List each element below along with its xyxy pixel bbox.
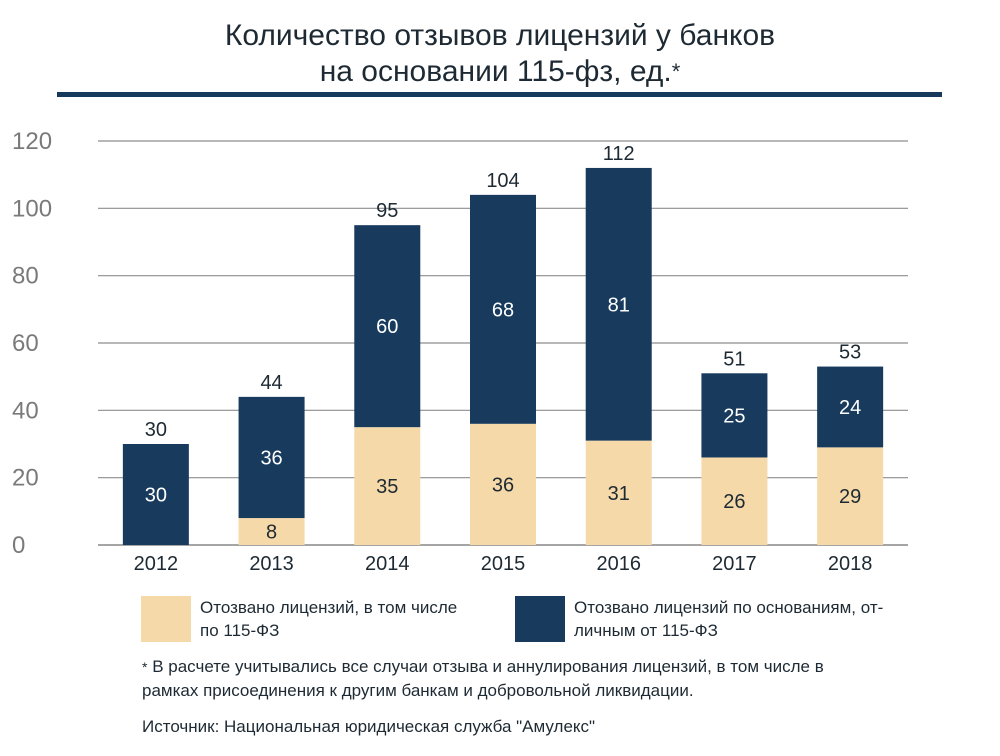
- title-asterisk: *: [671, 59, 681, 84]
- bar-segment-other: [470, 194, 536, 424]
- title-line-2-text: на основании 115-фз, ед.: [319, 55, 672, 88]
- bar-total-label: 112: [603, 143, 635, 165]
- x-tick-label: 2017: [712, 553, 757, 575]
- bar-label-115fz: 8: [266, 522, 277, 544]
- y-tick-label: 0: [12, 532, 25, 559]
- y-tick-label: 40: [12, 397, 39, 424]
- y-tick-label: 120: [12, 128, 52, 155]
- footnote-line2: рамках присоединения к другим банкам и д…: [142, 681, 694, 700]
- legend-swatch-beige: [141, 596, 191, 642]
- title-line-1: Количество отзывов лицензий у банков: [224, 19, 776, 52]
- legend-label-115fz-line2: по 115-ФЗ: [200, 621, 280, 640]
- bar-segment-other: [238, 396, 305, 519]
- y-tick-label: 100: [12, 195, 52, 222]
- bar-label-other: 81: [608, 294, 630, 316]
- footnote-text-1: В расчете учитывались все случаи отзыва …: [152, 657, 824, 676]
- x-tick-label: 2013: [249, 553, 294, 575]
- bar-total-label: 30: [145, 419, 167, 441]
- y-tick-label: 60: [12, 330, 39, 357]
- bar-segment-other: [354, 225, 421, 428]
- bar-total-label: 51: [723, 348, 745, 370]
- bar-total-label: 53: [839, 342, 861, 364]
- legend-label-115fz: Отозвано лицензий, в том числе по 115-ФЗ: [200, 596, 457, 642]
- legend-label-other-line2: личным от 115-ФЗ: [574, 621, 718, 640]
- bar-label-other: 60: [376, 316, 398, 338]
- bar-label-115fz: 29: [839, 486, 861, 508]
- legend-label-115fz-line1: Отозвано лицензий, в том числе: [200, 598, 458, 617]
- x-tick-label: 2016: [596, 553, 641, 575]
- bar-total-label: 104: [486, 170, 519, 192]
- legend-item-115fz: Отозвано лицензий, в том числе по 115-ФЗ: [141, 596, 457, 642]
- x-tick-label: 2018: [828, 553, 873, 575]
- footnote: * В расчете учитывались все случаи отзыв…: [142, 655, 972, 703]
- bar-label-other: 36: [260, 447, 282, 469]
- y-tick-label: 80: [12, 263, 39, 290]
- footnote-asterisk: *: [142, 659, 148, 675]
- bar-label-other: 30: [145, 485, 167, 507]
- x-tick-label: 2012: [134, 553, 179, 575]
- chart-title: Количество отзывов лицензий у банков на …: [0, 18, 1000, 90]
- source-note: Источник: Национальная юридическая служб…: [142, 717, 596, 736]
- bar-segment-115fz: [585, 440, 652, 545]
- bar-segment-115fz: [354, 427, 421, 545]
- bar-total-label: 95: [376, 200, 398, 222]
- footnote-line1: * В расчете учитывались все случаи отзыв…: [142, 655, 972, 679]
- bar-segment-other: [122, 444, 189, 545]
- bar-segment-other: [585, 167, 652, 441]
- title-line-2: на основании 115-фз, ед.*: [0, 54, 1000, 90]
- stacked-bar-chart: 0 20 40 60 80 100 120 30 30 2012 8 36 44 2013 35 60 95 20…: [12, 128, 908, 575]
- legend-item-other: Отозвано лицензий по основаниям, от- лич…: [515, 596, 883, 642]
- y-tick-label: 20: [12, 465, 39, 492]
- bar-label-115fz: 26: [723, 491, 745, 513]
- bar-label-other: 68: [492, 299, 514, 321]
- bar-label-other: 24: [839, 397, 861, 419]
- bar-segment-115fz: [817, 447, 884, 545]
- bar-label-115fz: 35: [376, 476, 398, 498]
- title-underline: [57, 92, 942, 97]
- legend-label-other-line1: Отозвано лицензий по основаниям, от-: [574, 598, 884, 617]
- legend-swatch-navy: [515, 596, 565, 642]
- x-tick-label: 2014: [365, 553, 410, 575]
- bar-segment-115fz: [238, 518, 305, 545]
- bar-segment-115fz: [701, 457, 768, 545]
- x-tick-label: 2015: [481, 553, 526, 575]
- bar-label-115fz: 36: [492, 474, 514, 496]
- bar-label-115fz: 31: [608, 483, 630, 505]
- bar-segment-other: [817, 366, 884, 448]
- bar-total-label: 44: [260, 372, 282, 394]
- bar-label-other: 25: [723, 405, 745, 427]
- bar-segment-other: [701, 373, 768, 458]
- legend-label-other: Отозвано лицензий по основаниям, от- лич…: [574, 596, 883, 642]
- bar-segment-115fz: [470, 423, 536, 545]
